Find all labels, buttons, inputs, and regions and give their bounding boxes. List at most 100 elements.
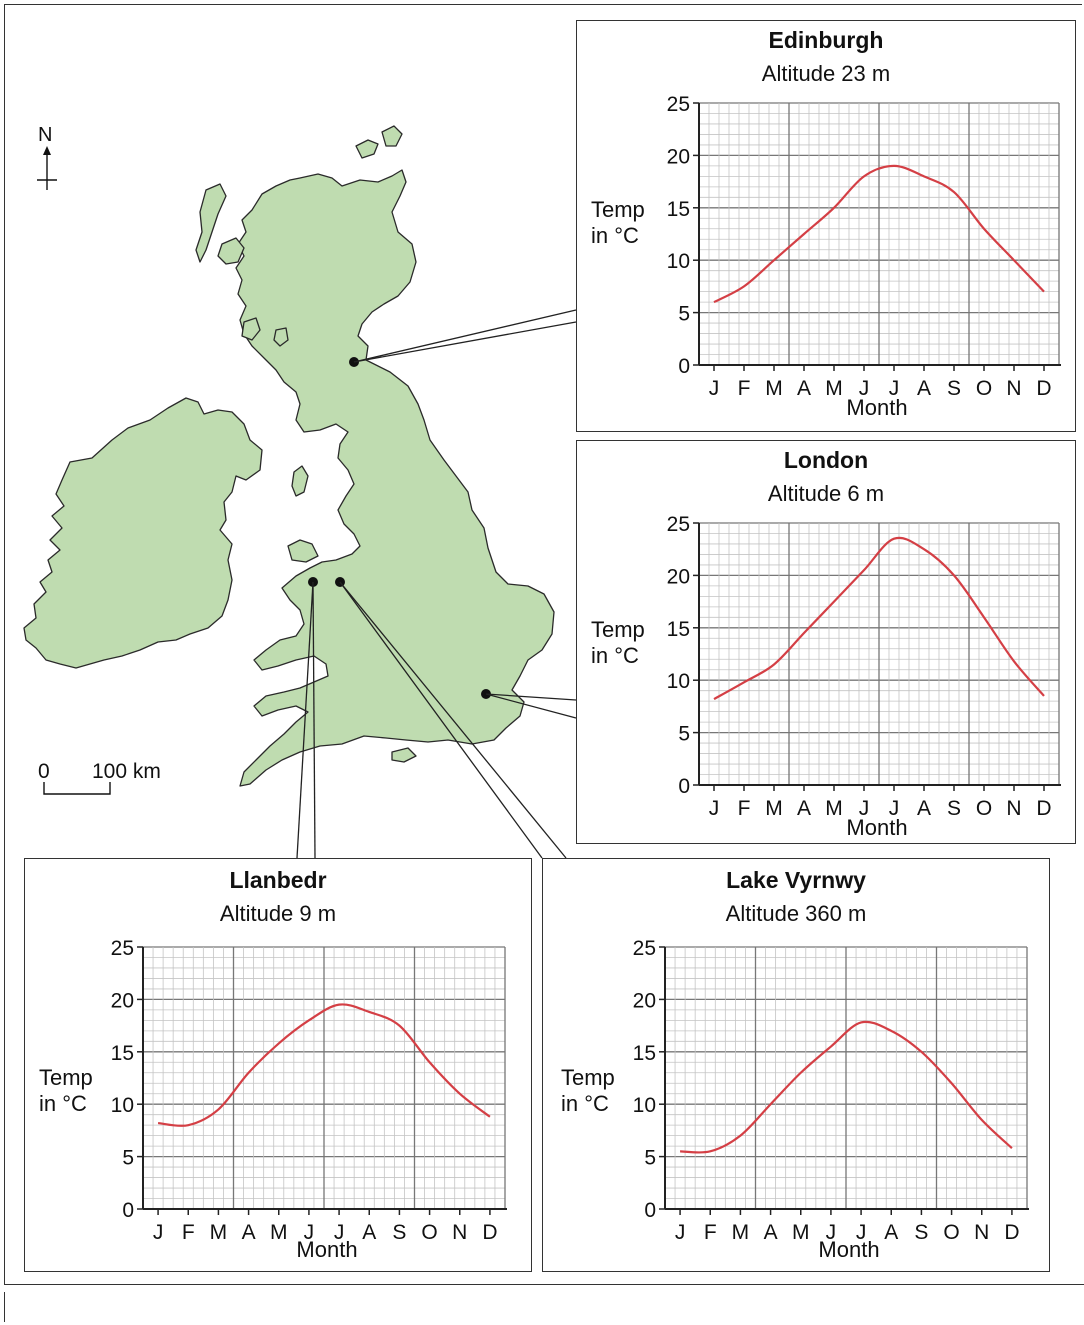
x-tick-label: S xyxy=(947,377,961,400)
x-tick-label: A xyxy=(884,1221,898,1244)
y-tick-label: 25 xyxy=(667,513,690,536)
y-tick-label: 15 xyxy=(667,198,690,221)
islay-land xyxy=(241,317,261,341)
y-tick-label: 0 xyxy=(122,1199,134,1222)
page-margin-mark xyxy=(4,1292,5,1322)
scale-bar xyxy=(43,782,111,795)
y-tick-label: 15 xyxy=(633,1042,656,1065)
y-tick-label: 10 xyxy=(667,250,690,273)
x-tick-label: S xyxy=(914,1221,928,1244)
chart-grid xyxy=(698,102,1060,366)
x-tick-label: S xyxy=(947,797,961,820)
y-axis-label: Temp in °C xyxy=(591,617,645,668)
x-tick-label: A xyxy=(242,1221,256,1244)
y-tick-label: 20 xyxy=(111,989,134,1012)
x-tick-label: M xyxy=(825,797,843,820)
y-tick-label: 10 xyxy=(633,1094,656,1117)
y-tick-label: 20 xyxy=(633,989,656,1012)
y-tick-label: 0 xyxy=(678,775,690,798)
x-tick-label: O xyxy=(976,797,992,820)
x-axis-label: Month xyxy=(846,815,908,840)
y-tick-label: 0 xyxy=(644,1199,656,1222)
llanbedr-chart-panel: Llanbedr Altitude 9 m Temp in °C Month 0… xyxy=(24,858,532,1272)
lake-vyrnwy-marker xyxy=(335,577,345,587)
chart-subtitle: Altitude 360 m xyxy=(725,901,867,926)
figure-frame xyxy=(4,4,1082,1284)
y-tick-label: 20 xyxy=(667,565,690,588)
x-tick-label: M xyxy=(765,377,783,400)
x-tick-label: J xyxy=(826,1221,837,1244)
x-tick-label: F xyxy=(738,377,751,400)
scale-distance-label: 100 km xyxy=(92,760,161,783)
x-tick-label: A xyxy=(797,797,811,820)
x-tick-label: J xyxy=(856,1221,867,1244)
orkney-land xyxy=(355,139,379,159)
y-tick-label: 5 xyxy=(678,303,690,326)
y-tick-label: 25 xyxy=(111,937,134,960)
x-tick-label: J xyxy=(334,1221,345,1244)
x-tick-label: J xyxy=(889,797,900,820)
chart-subtitle: Altitude 9 m xyxy=(219,901,337,926)
x-tick-label: J xyxy=(709,797,720,820)
x-tick-label: M xyxy=(765,797,783,820)
x-tick-label: J xyxy=(153,1221,164,1244)
x-axis-label: Month xyxy=(296,1237,358,1262)
scale-zero-label: 0 xyxy=(38,760,50,783)
x-tick-label: J xyxy=(859,377,870,400)
edinburgh-marker xyxy=(349,357,359,367)
x-tick-label: N xyxy=(1006,377,1021,400)
y-tick-label: 5 xyxy=(122,1147,134,1170)
x-tick-label: F xyxy=(182,1221,195,1244)
y-tick-label: 10 xyxy=(667,670,690,693)
x-tick-label: J xyxy=(709,377,720,400)
x-tick-label: O xyxy=(976,377,992,400)
x-tick-label: O xyxy=(943,1221,959,1244)
great-britain-land xyxy=(235,169,555,787)
london-chart-panel: London Altitude 6 m Temp in °C Month 0 5 1… xyxy=(576,440,1076,844)
anglesey-land xyxy=(287,539,319,563)
x-tick-label: D xyxy=(1036,377,1051,400)
x-tick-label: J xyxy=(859,797,870,820)
temperature-line xyxy=(157,1003,491,1127)
llanbedr-marker xyxy=(308,577,318,587)
y-tick-label: 0 xyxy=(678,355,690,378)
y-tick-label: 15 xyxy=(111,1042,134,1065)
y-tick-label: 25 xyxy=(633,937,656,960)
outer-hebrides-land xyxy=(195,183,227,263)
isle-of-wight-land xyxy=(391,747,417,763)
lake-vyrnwy-chart-panel: Lake Vyrnwy Altitude 360 m Temp in °C Mo… xyxy=(542,858,1050,1272)
skye-land xyxy=(217,237,245,265)
chart-title: Llanbedr xyxy=(229,867,327,893)
x-tick-label: N xyxy=(974,1221,989,1244)
x-axis-label: Month xyxy=(846,395,908,420)
x-tick-label: M xyxy=(825,377,843,400)
chart-title: Edinburgh xyxy=(768,27,884,53)
ireland-land xyxy=(23,397,263,669)
x-tick-label: A xyxy=(797,377,811,400)
x-tick-label: N xyxy=(452,1221,467,1244)
x-tick-label: O xyxy=(421,1221,437,1244)
figure-bottom-rule xyxy=(4,1284,1084,1285)
x-tick-label: A xyxy=(764,1221,778,1244)
x-tick-label: M xyxy=(732,1221,750,1244)
temperature-line xyxy=(713,536,1045,701)
x-tick-label: N xyxy=(1006,797,1021,820)
y-axis-label: Temp in °C xyxy=(591,197,645,248)
x-tick-label: A xyxy=(917,377,931,400)
x-tick-label: A xyxy=(362,1221,376,1244)
x-tick-label: J xyxy=(304,1221,315,1244)
y-tick-label: 5 xyxy=(678,723,690,746)
x-tick-label: D xyxy=(482,1221,497,1244)
y-tick-label: 10 xyxy=(111,1094,134,1117)
london-marker xyxy=(481,689,491,699)
y-axis-label: Temp in °C xyxy=(39,1065,93,1116)
chart-title: Lake Vyrnwy xyxy=(726,867,866,893)
chart-grid xyxy=(664,946,1028,1210)
temperature-line xyxy=(680,1020,1013,1154)
chart-subtitle: Altitude 6 m xyxy=(767,481,885,506)
y-tick-label: 5 xyxy=(644,1147,656,1170)
